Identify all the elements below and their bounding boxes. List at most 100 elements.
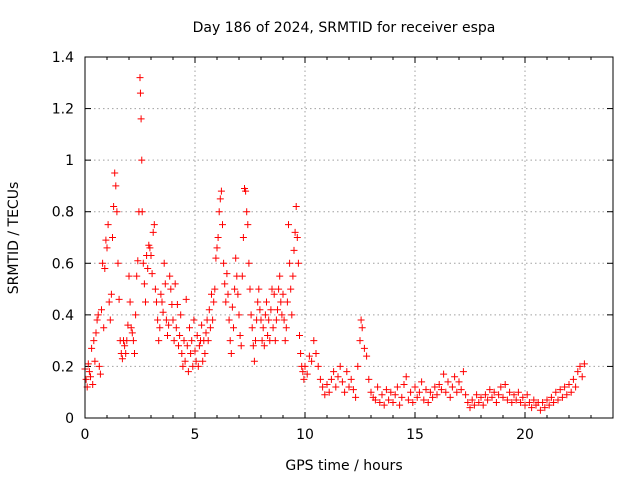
data-point xyxy=(277,298,285,306)
data-point xyxy=(140,280,148,288)
data-point xyxy=(149,228,157,236)
data-point xyxy=(138,208,146,216)
data-point xyxy=(292,203,300,211)
y-tick-label: 0.4 xyxy=(52,308,74,324)
data-point xyxy=(205,306,213,314)
data-point xyxy=(435,380,443,388)
data-point xyxy=(393,383,401,391)
data-point xyxy=(385,396,393,404)
data-point xyxy=(199,357,207,365)
data-point xyxy=(293,234,301,241)
data-point xyxy=(418,378,426,386)
data-point xyxy=(510,391,518,399)
data-point xyxy=(246,285,254,293)
data-point xyxy=(365,375,373,383)
data-point xyxy=(289,272,297,280)
data-point xyxy=(201,350,209,358)
data-point xyxy=(249,342,257,350)
y-tick-label: 0.2 xyxy=(52,359,74,375)
data-point xyxy=(360,344,368,352)
data-point xyxy=(475,399,483,407)
data-point xyxy=(442,388,450,396)
data-point xyxy=(121,342,129,350)
data-point xyxy=(497,383,505,391)
data-point xyxy=(255,285,263,293)
data-point xyxy=(87,373,94,381)
data-point xyxy=(407,388,415,396)
data-point xyxy=(506,388,514,396)
y-tick-label: 0.6 xyxy=(52,256,74,272)
data-point xyxy=(321,391,329,399)
data-point xyxy=(327,375,335,383)
data-point xyxy=(554,396,562,404)
data-point xyxy=(503,396,511,404)
data-point xyxy=(237,342,245,350)
data-point xyxy=(299,368,307,376)
data-point xyxy=(486,386,494,394)
data-point xyxy=(180,337,188,345)
data-point xyxy=(156,324,164,332)
data-point xyxy=(282,324,290,332)
y-tick-label: 1.4 xyxy=(52,50,74,66)
data-point xyxy=(264,331,272,339)
data-point xyxy=(305,352,313,360)
data-point xyxy=(176,331,184,339)
data-point xyxy=(325,388,333,396)
data-point xyxy=(556,386,564,394)
data-point xyxy=(92,329,100,337)
x-tick-label: 20 xyxy=(516,427,534,443)
data-point xyxy=(330,368,338,376)
data-point xyxy=(453,388,461,396)
data-point xyxy=(89,380,97,388)
data-point xyxy=(466,404,474,412)
data-point xyxy=(206,324,214,332)
data-point xyxy=(234,290,242,298)
data-point xyxy=(286,259,294,267)
data-point xyxy=(231,285,239,293)
data-point xyxy=(276,272,284,280)
data-point xyxy=(528,404,536,412)
data-point xyxy=(413,393,421,401)
data-point xyxy=(221,280,229,288)
data-point xyxy=(495,391,503,399)
data-point xyxy=(179,362,187,370)
data-point xyxy=(433,391,441,399)
data-point xyxy=(501,380,509,388)
data-point xyxy=(129,337,137,345)
data-point xyxy=(122,350,130,358)
data-point xyxy=(446,393,454,401)
data-point xyxy=(411,383,419,391)
data-point xyxy=(272,316,280,324)
data-point xyxy=(420,396,428,404)
data-point xyxy=(170,337,178,345)
data-point xyxy=(131,350,138,358)
data-point xyxy=(358,324,366,332)
data-point xyxy=(374,383,382,391)
data-point xyxy=(123,337,131,345)
data-point xyxy=(132,311,140,319)
data-point xyxy=(204,337,212,345)
data-point xyxy=(545,401,553,409)
data-point xyxy=(525,399,533,407)
data-point xyxy=(287,285,295,293)
data-point xyxy=(254,298,262,306)
data-point xyxy=(112,182,120,190)
data-point xyxy=(232,254,240,262)
y-tick-label: 1.2 xyxy=(52,102,74,118)
data-point xyxy=(316,375,324,383)
data-point xyxy=(226,337,234,345)
data-point xyxy=(263,298,270,306)
data-point xyxy=(213,244,221,252)
data-point xyxy=(162,316,170,324)
data-point xyxy=(561,383,569,391)
data-point xyxy=(371,396,379,404)
data-point xyxy=(186,324,193,332)
data-point xyxy=(409,399,417,407)
data-point xyxy=(84,360,92,368)
data-point xyxy=(115,295,123,303)
data-point xyxy=(543,396,551,404)
data-point xyxy=(147,252,155,260)
data-point xyxy=(310,337,318,345)
data-point xyxy=(100,324,108,332)
